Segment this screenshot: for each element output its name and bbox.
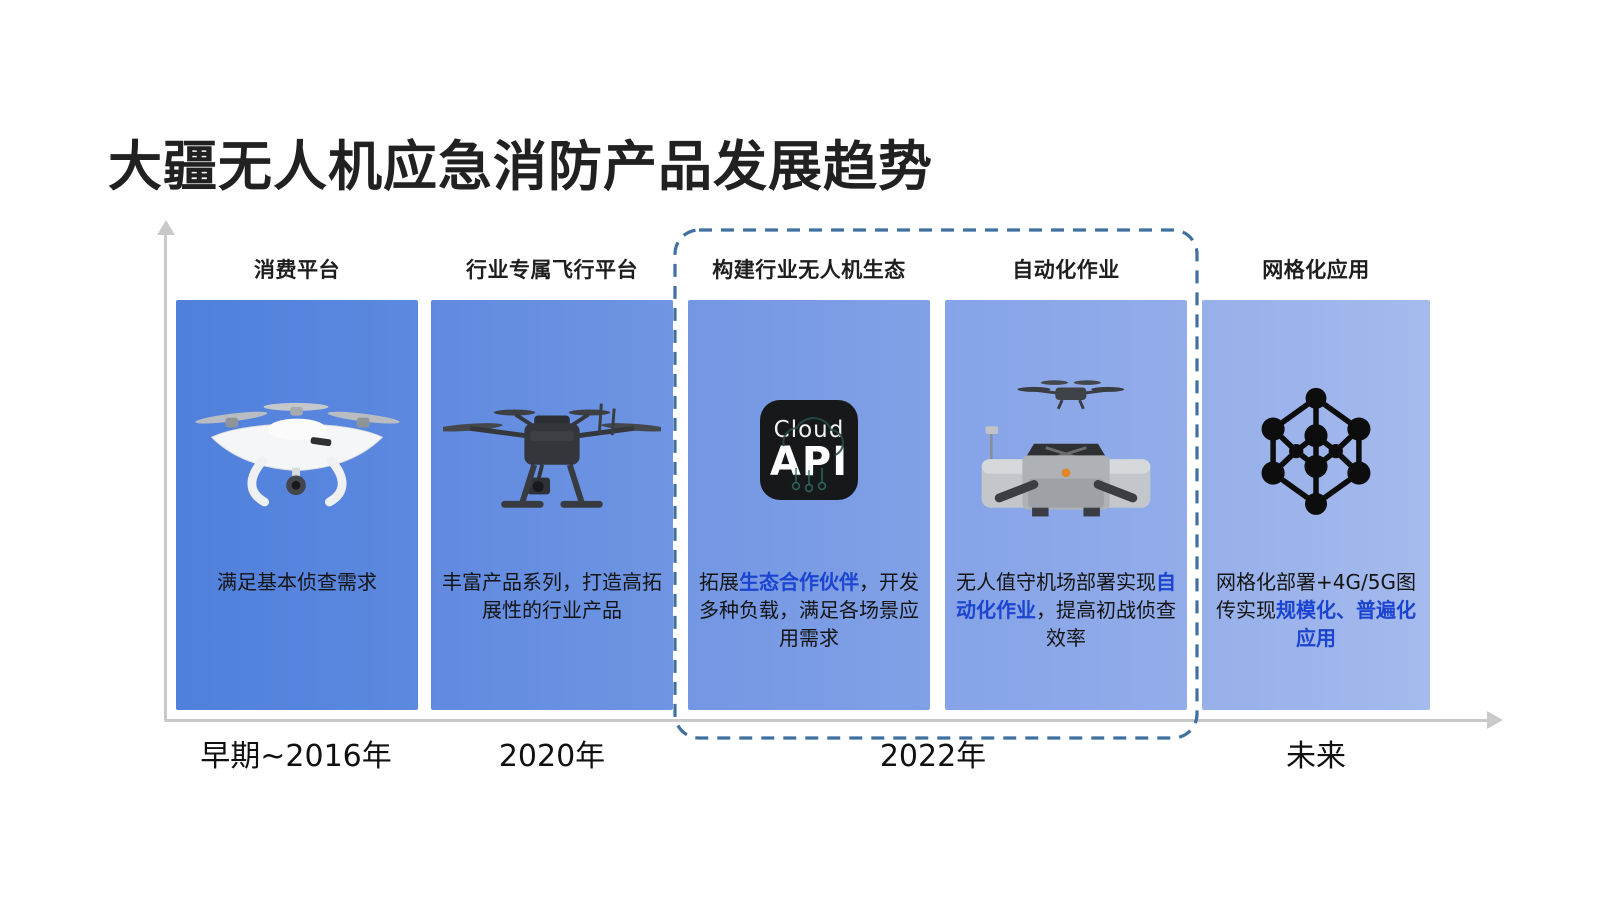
cloud-api-tile: Cloud API (760, 400, 858, 500)
timeline-stage-grid: 网格化应用 (1202, 238, 1430, 710)
stage-visual: Cloud API (688, 368, 930, 532)
timeline-stage-consumer: 消费平台 (176, 238, 418, 710)
matrice-drone-photo (443, 403, 661, 508)
stage-header: 行业专属飞行平台 (466, 258, 638, 282)
stage-header: 自动化作业 (1012, 258, 1120, 282)
stage-caption: 满足基本侦查需求 (217, 570, 377, 594)
stage-caption: 无人值守机场部署实现自动化作业，提高初战侦查效率 (956, 570, 1176, 650)
timeline-stage-industry-platform: 行业专属飞行平台 (431, 238, 673, 710)
stage-panel: 丰富产品系列，打造高拓展性的行业产品 (431, 300, 673, 710)
era-label-2016: 早期~2016年 (200, 739, 392, 774)
stage-header: 消费平台 (254, 258, 340, 282)
stage-header: 网格化应用 (1262, 258, 1370, 282)
era-label-2020: 2020年 (498, 739, 606, 774)
era-label-future: 未来 (1286, 739, 1346, 774)
dock-drone-photo (981, 380, 1151, 517)
era-label-2022: 2022年 (879, 739, 987, 774)
circuit-decor-icon (782, 417, 845, 493)
timeline-stage-ecosystem: 构建行业无人机生态 Cloud API (688, 238, 930, 710)
stage-panel: 满足基本侦查需求 (176, 300, 418, 710)
stage-visual (945, 368, 1187, 532)
x-axis-line (165, 719, 1488, 722)
stage-caption: 网格化部署+4G/5G图传实现规模化、普遍化应用 (1216, 570, 1416, 650)
timeline-stage-automation: 自动化作业 (945, 238, 1187, 710)
y-axis-arrow-icon (157, 220, 175, 235)
stage-visual (431, 368, 673, 532)
stage-visual (176, 368, 418, 532)
network-grid-icon (1261, 387, 1371, 515)
stage-caption: 丰富产品系列，打造高拓展性的行业产品 (442, 570, 662, 622)
stage-panel: 无人值守机场部署实现自动化作业，提高初战侦查效率 (945, 300, 1187, 710)
stage-visual (1202, 368, 1430, 532)
page-title: 大疆无人机应急消防产品发展趋势 (108, 135, 933, 199)
stage-header: 构建行业无人机生态 (712, 258, 906, 282)
stage-panel: 网格化部署+4G/5G图传实现规模化、普遍化应用 (1202, 300, 1430, 710)
x-axis-arrow-icon (1487, 711, 1503, 729)
phantom-drone-photo (195, 402, 400, 507)
y-axis-line (164, 234, 167, 721)
stage-panel: Cloud API 拓展生态合作伙伴，开发多种负载，满足各场景应用需求 (688, 300, 930, 710)
stage-caption: 拓展生态合作伙伴，开发多种负载，满足各场景应用需求 (699, 570, 919, 650)
